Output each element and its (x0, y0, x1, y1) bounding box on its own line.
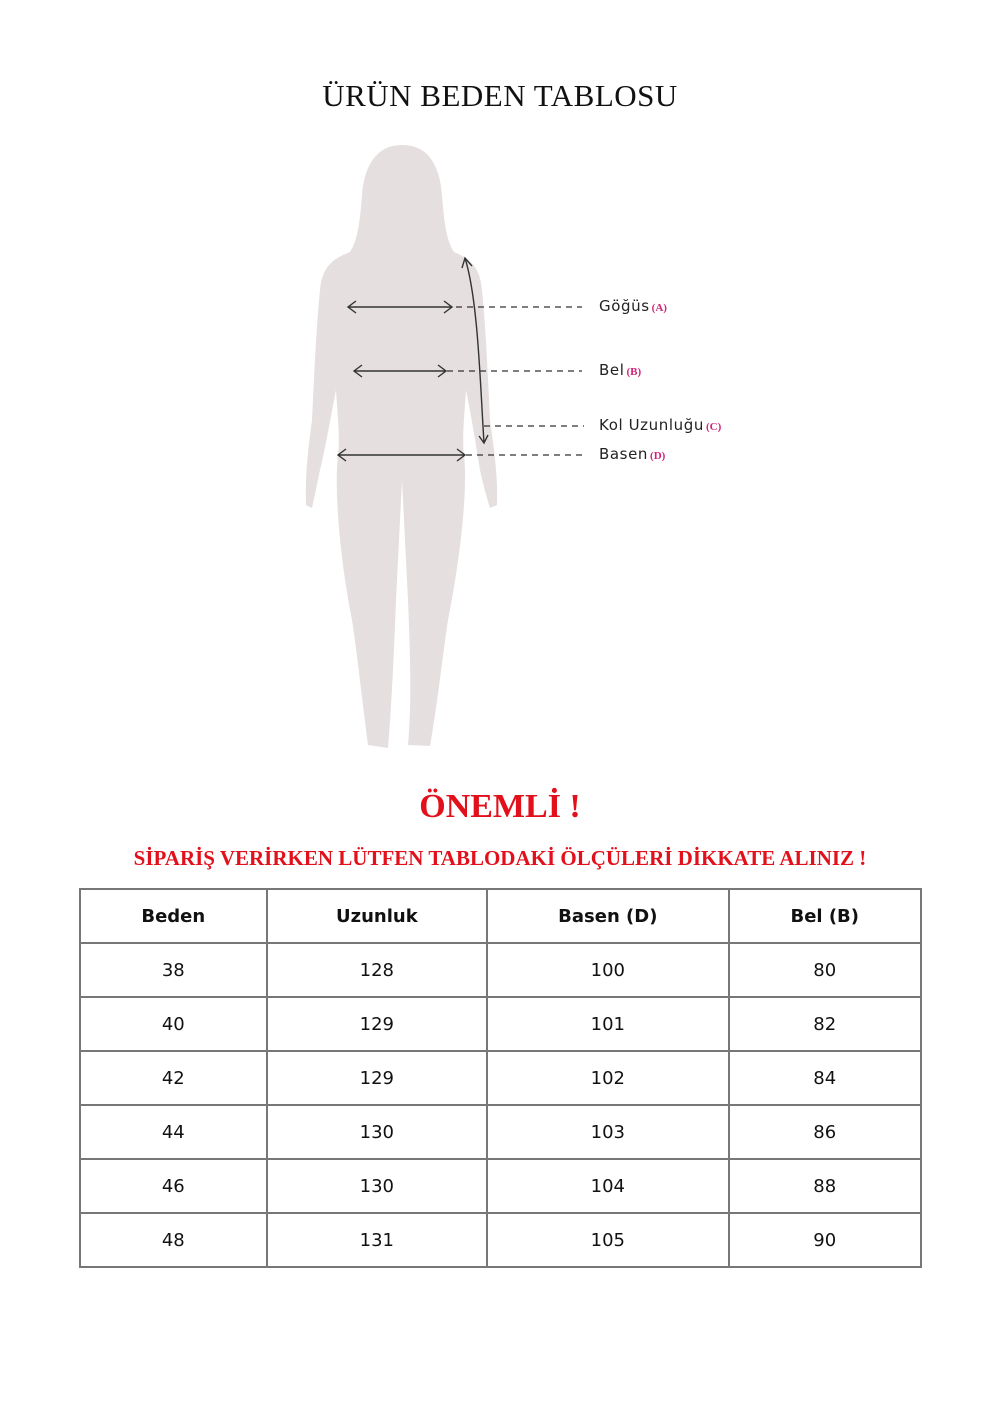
body-silhouette (305, 145, 498, 748)
table-cell: 42 (79, 1050, 268, 1106)
table-cell: 130 (265, 1104, 489, 1160)
label-hip: Basen (D) (599, 445, 666, 463)
table-cell: 131 (265, 1212, 489, 1268)
table-cell: 80 (727, 942, 922, 998)
table-cell: 129 (265, 996, 489, 1052)
table-cell: 103 (486, 1104, 730, 1160)
page-title: ÜRÜN BEDEN TABLOSU (322, 78, 678, 113)
table-cell: 104 (486, 1158, 730, 1214)
header-size: Beden (79, 888, 268, 944)
table-cell: 82 (727, 996, 922, 1052)
body-silhouette-diagram (305, 145, 584, 748)
table-cell: 128 (265, 942, 489, 998)
table-cell: 84 (727, 1050, 922, 1106)
header-hip: Basen (D) (486, 888, 730, 944)
table-cell: 90 (727, 1212, 922, 1268)
table-row: 48 131 105 90 (79, 1212, 922, 1268)
table-row: 40 129 101 82 (79, 996, 922, 1052)
table-cell: 40 (79, 996, 268, 1052)
table-cell: 100 (486, 942, 730, 998)
table-cell: 46 (79, 1158, 268, 1214)
important-heading: ÖNEMLİ ! (419, 788, 581, 825)
table-cell: 101 (486, 996, 730, 1052)
table-header-row: Beden Uzunluk Basen (D) Bel (B) (79, 888, 922, 944)
table-cell: 48 (79, 1212, 268, 1268)
table-cell: 105 (486, 1212, 730, 1268)
warning-text: SİPARİŞ VERİRKEN LÜTFEN TABLODAKİ ÖLÇÜLE… (133, 846, 867, 870)
header-waist: Bel (B) (727, 888, 922, 944)
table-cell: 129 (265, 1050, 489, 1106)
header-length: Uzunluk (265, 888, 489, 944)
table-cell: 88 (727, 1158, 922, 1214)
label-sleeve-length: Kol Uzunluğu (C) (599, 416, 722, 434)
table-row: 38 128 100 80 (79, 942, 922, 998)
label-chest: Göğüs (A) (599, 297, 667, 315)
size-table: Beden Uzunluk Basen (D) Bel (B) 38 128 100… (79, 888, 922, 1268)
table-row: 44 130 103 86 (79, 1104, 922, 1160)
table-cell: 86 (727, 1104, 922, 1160)
table-row: 42 129 102 84 (79, 1050, 922, 1106)
table-cell: 38 (79, 942, 268, 998)
table-row: 46 130 104 88 (79, 1158, 922, 1214)
table-cell: 44 (79, 1104, 268, 1160)
table-cell: 130 (265, 1158, 489, 1214)
sleeve-arrow (464, 257, 485, 444)
label-waist: Bel (B) (599, 361, 642, 379)
table-cell: 102 (486, 1050, 730, 1106)
